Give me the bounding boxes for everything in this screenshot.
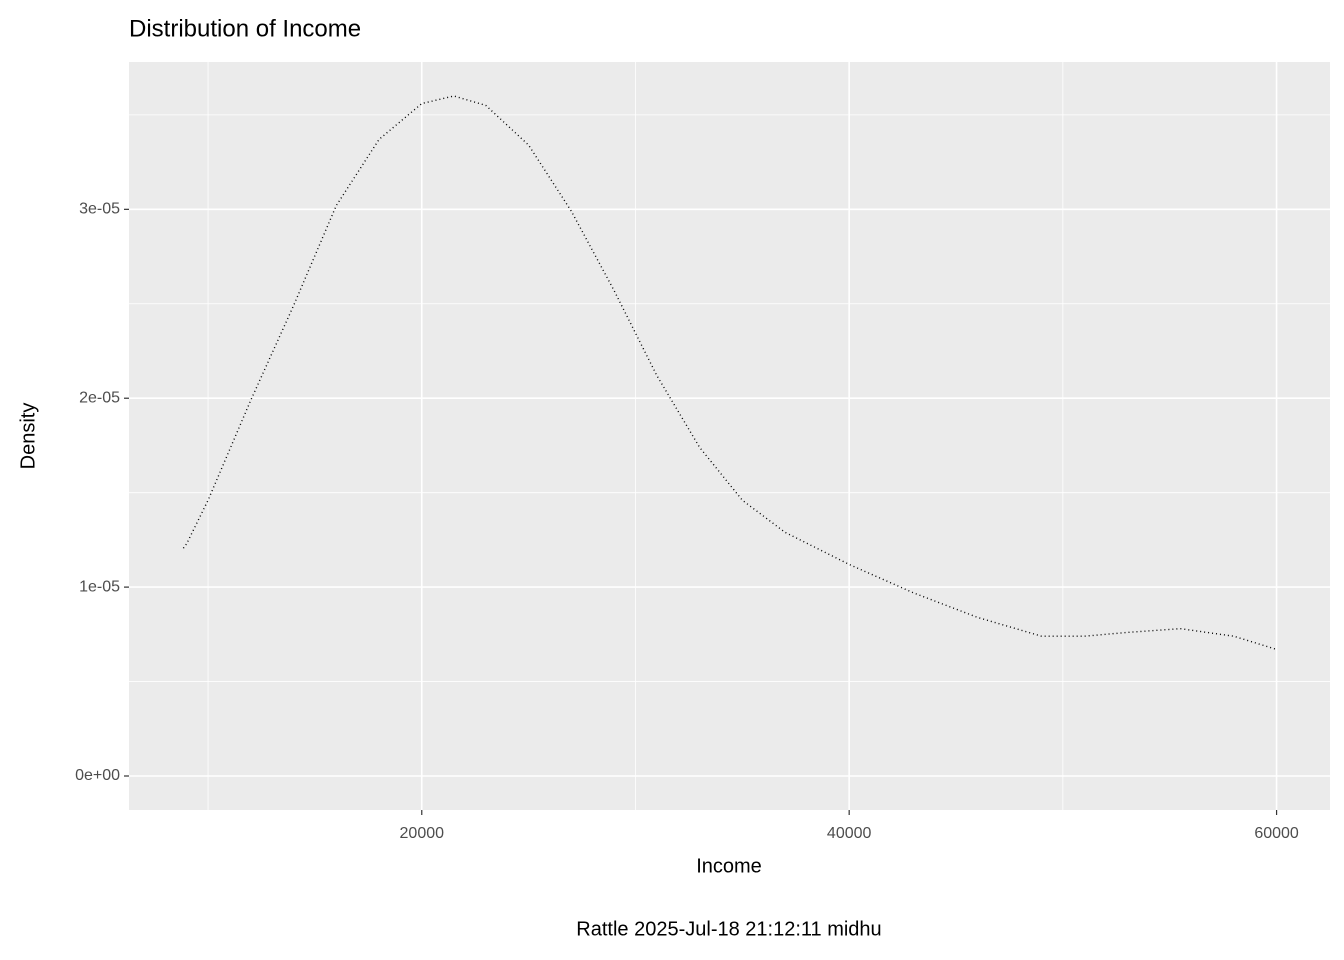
caption: Rattle 2025-Jul-18 21:12:11 midhu [576, 918, 881, 940]
panel [129, 62, 1330, 810]
y-tick-label: 1e-05 [79, 578, 120, 595]
y-axis-title: Density [17, 403, 39, 470]
y-tick-label: 3e-05 [79, 201, 120, 218]
x-tick-label: 60000 [1254, 825, 1299, 842]
y-tick-label: 0e+00 [75, 767, 120, 784]
x-tick-label: 20000 [400, 825, 445, 842]
x-tick-label: 40000 [827, 825, 872, 842]
density-line [182, 95, 1277, 651]
chart-title: Distribution of Income [129, 15, 361, 42]
x-axis-title: Income [696, 855, 762, 877]
y-tick-label: 2e-05 [79, 389, 120, 406]
